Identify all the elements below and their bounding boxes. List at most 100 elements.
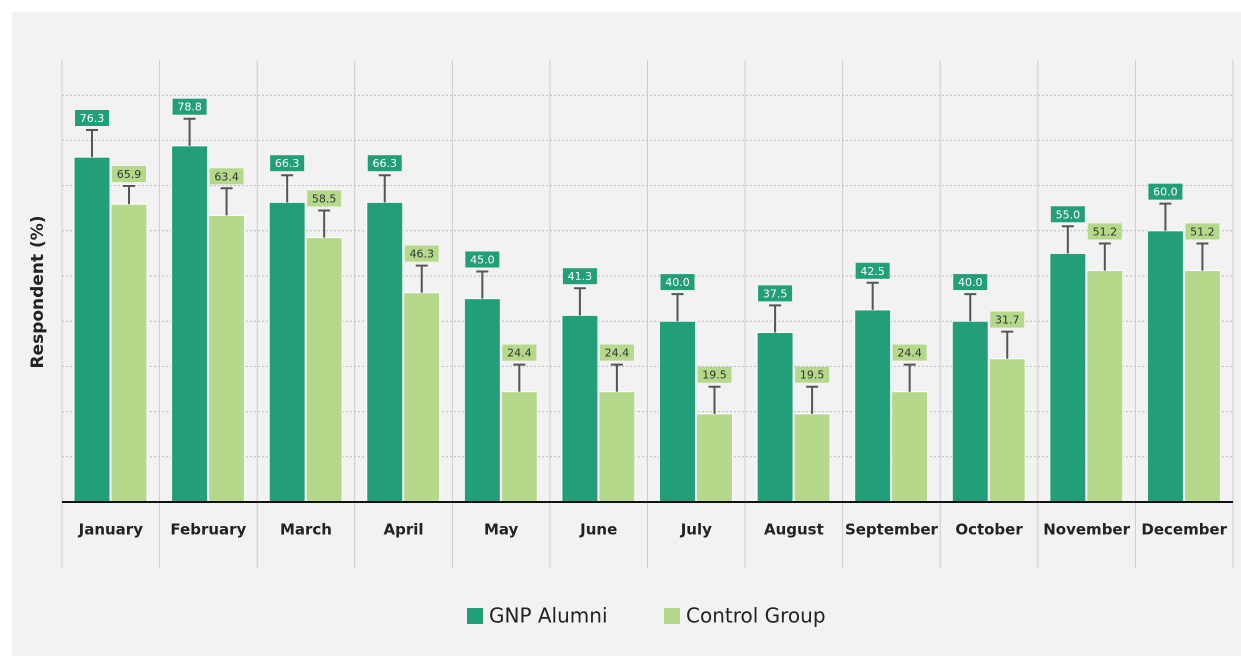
error-bar — [610, 363, 623, 392]
bar — [696, 413, 733, 503]
bar — [1146, 230, 1184, 503]
error-bar — [86, 129, 98, 158]
value-label: 41.3 — [568, 270, 593, 283]
label-box — [697, 366, 732, 383]
x-tick-label: July — [680, 521, 712, 539]
bar — [854, 309, 892, 503]
value-label: 66.3 — [275, 157, 300, 170]
bar — [110, 203, 148, 503]
x-tick-label: May — [484, 521, 519, 539]
bar — [1183, 270, 1221, 503]
label-box — [75, 110, 109, 127]
error-bar — [123, 185, 135, 205]
label-box — [953, 274, 988, 291]
bar — [171, 145, 209, 503]
legend-label: GNP Alumni — [489, 604, 608, 628]
value-label: 65.9 — [117, 168, 142, 181]
error-bar — [378, 174, 391, 203]
x-tick-label: March — [280, 521, 332, 539]
value-label: 78.8 — [177, 101, 202, 114]
label-box — [404, 245, 439, 262]
bar — [268, 201, 306, 503]
bar — [598, 391, 636, 503]
label-box — [1148, 183, 1183, 200]
error-bar — [866, 281, 879, 310]
value-label: 42.5 — [860, 265, 885, 278]
bar — [305, 237, 343, 503]
error-bar — [318, 209, 331, 238]
x-tick-label: June — [579, 521, 617, 539]
error-bar — [769, 304, 782, 333]
label-box — [990, 311, 1025, 328]
bar — [561, 314, 599, 503]
bar — [403, 292, 441, 503]
value-label: 63.4 — [214, 170, 239, 183]
legend-swatch — [664, 608, 680, 624]
value-label: 51.2 — [1190, 225, 1215, 238]
label-box — [1087, 223, 1122, 240]
label-box — [270, 155, 305, 172]
label-box — [892, 344, 927, 361]
bar — [988, 358, 1026, 503]
label-box — [209, 168, 244, 185]
label-box — [599, 344, 634, 361]
value-label: 46.3 — [410, 248, 435, 261]
bar — [891, 391, 929, 503]
value-label: 19.5 — [702, 369, 727, 382]
label-box — [307, 190, 342, 207]
bar — [73, 156, 111, 503]
value-label: 55.0 — [1056, 208, 1081, 221]
bar — [208, 214, 246, 503]
label-box — [855, 262, 890, 279]
y-axis-label: Respondent (%) — [28, 215, 48, 368]
x-tick-label: April — [384, 521, 424, 539]
bar — [1049, 252, 1087, 503]
x-tick-label: November — [1043, 521, 1130, 539]
value-label: 19.5 — [800, 369, 825, 382]
error-bar — [183, 117, 196, 146]
error-bar — [476, 270, 489, 299]
label-box — [562, 268, 597, 285]
value-label: 76.3 — [80, 112, 105, 125]
value-label: 31.7 — [995, 314, 1020, 327]
error-bar — [671, 293, 684, 322]
x-tick-label: October — [955, 521, 1023, 539]
legend-label: Control Group — [686, 604, 826, 628]
label-box — [112, 166, 146, 183]
label-box — [465, 251, 500, 268]
label-box — [502, 344, 537, 361]
error-bar — [220, 187, 233, 216]
label-box — [795, 366, 830, 383]
value-label: 24.4 — [897, 347, 922, 360]
x-tick-label: February — [170, 521, 246, 539]
error-bar — [964, 293, 977, 322]
x-tick-label: September — [845, 521, 939, 539]
value-label: 45.0 — [470, 253, 495, 266]
error-bar — [708, 385, 721, 414]
value-label: 40.0 — [958, 276, 983, 289]
bar — [793, 413, 831, 503]
error-bar — [1061, 225, 1074, 254]
value-label: 37.5 — [763, 287, 788, 300]
label-box — [1185, 223, 1220, 240]
value-label: 24.4 — [605, 347, 630, 360]
x-tick-label: August — [764, 521, 824, 539]
bar — [1086, 270, 1124, 503]
label-box — [367, 155, 402, 172]
value-label: 66.3 — [373, 157, 398, 170]
error-bar — [903, 363, 916, 392]
x-tick-label: January — [78, 521, 144, 539]
error-bar — [513, 363, 526, 392]
value-label: 51.2 — [1093, 225, 1118, 238]
error-bar — [1159, 202, 1172, 231]
bar — [659, 320, 696, 503]
error-bar — [806, 385, 819, 414]
label-box — [758, 285, 793, 302]
label-box — [172, 98, 207, 115]
bar — [366, 201, 404, 503]
value-label: 40.0 — [665, 276, 690, 289]
value-label: 58.5 — [312, 192, 337, 205]
error-bar — [415, 264, 428, 293]
bar — [951, 320, 989, 503]
